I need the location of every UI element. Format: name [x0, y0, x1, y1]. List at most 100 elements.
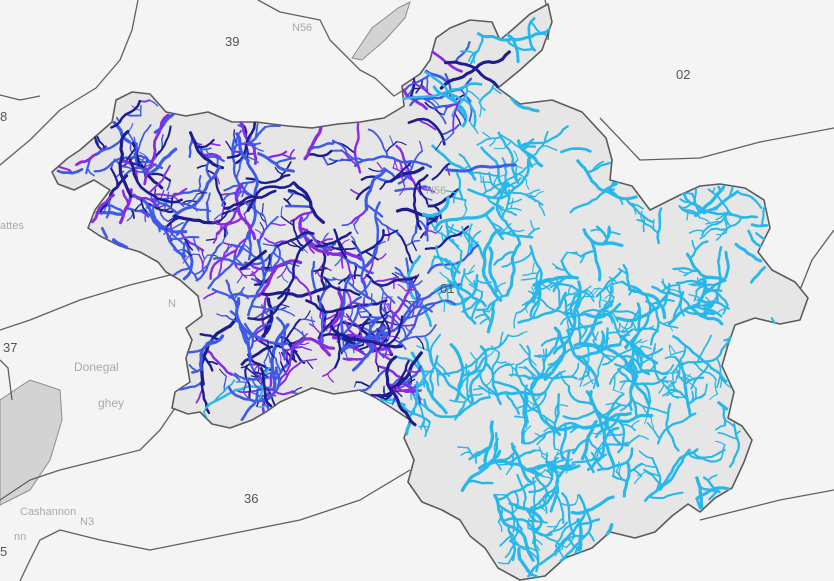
river-segment: [336, 253, 374, 275]
river-segment: [432, 204, 442, 220]
river-segment: [499, 534, 513, 547]
river-segment: [605, 401, 617, 406]
river-segment: [389, 335, 400, 339]
river-segment: [622, 325, 633, 334]
river-segment: [587, 288, 595, 297]
river-segment: [289, 209, 315, 223]
river-segment: [227, 366, 281, 403]
river-segment: [385, 140, 398, 153]
river-segment: [404, 72, 432, 91]
river-segment: [690, 192, 701, 214]
river-segment: [292, 386, 303, 394]
river-segment: [646, 422, 661, 440]
river-segment: [532, 477, 537, 509]
river-segment: [402, 88, 428, 111]
river-segment: [393, 389, 403, 398]
river-segment: [317, 238, 334, 245]
river-segment: [139, 155, 146, 167]
lake-bottom-left: [0, 379, 63, 506]
river-segment: [398, 404, 431, 424]
river-segment: [331, 139, 360, 164]
river-segment: [688, 293, 700, 298]
river-segment: [651, 285, 692, 309]
river-segment: [747, 229, 762, 248]
river-segment: [134, 202, 143, 211]
river-segment: [199, 353, 214, 372]
river-segment: [470, 352, 478, 362]
river-segment: [620, 423, 636, 432]
river-segment: [682, 373, 691, 382]
river-segment: [661, 278, 667, 290]
river-segment: [301, 330, 305, 342]
river-segment: [694, 185, 726, 218]
river-segment: [700, 212, 729, 237]
river-segment: [622, 460, 631, 498]
river-segment: [392, 167, 403, 173]
river-segment: [429, 220, 448, 240]
river-segment: [507, 332, 524, 338]
river-segment: [704, 383, 708, 396]
catchment-area[interactable]: [51, 3, 809, 581]
river-segment: [541, 354, 565, 379]
river-segment: [473, 308, 490, 313]
river-segment: [553, 517, 564, 531]
river-segment: [526, 345, 541, 379]
river-segment: [225, 314, 241, 324]
river-segment: [182, 237, 194, 251]
river-segment: [590, 239, 602, 282]
river-segment: [201, 249, 205, 260]
river-segment: [266, 339, 269, 351]
river-segment: [290, 340, 305, 352]
river-segment: [693, 290, 698, 302]
river-segment: [606, 313, 614, 324]
river-segment: [652, 219, 655, 231]
river-segment: [640, 210, 643, 222]
river-segment: [468, 449, 489, 461]
river-segment: [446, 288, 449, 300]
river-segment: [439, 271, 449, 280]
river-segment: [244, 364, 252, 401]
river-segment: [445, 190, 457, 194]
river-segment: [702, 190, 739, 215]
river-segment: [276, 231, 315, 248]
river-segment: [250, 304, 287, 311]
river-segment: [562, 295, 575, 332]
river-segment: [513, 490, 520, 507]
river-segment: [160, 134, 164, 151]
river-segment: [212, 232, 218, 244]
river-segment: [283, 197, 293, 207]
river-segment: [586, 434, 604, 457]
river-segment: [682, 373, 692, 416]
river-segment: [182, 254, 190, 264]
river-segment: [497, 132, 521, 149]
river-segment: [411, 240, 417, 252]
river-segment: [217, 252, 226, 278]
river-segment: [214, 174, 221, 185]
river-segment: [692, 448, 726, 459]
river-segment: [578, 518, 601, 526]
river-segment: [400, 171, 406, 188]
river-segment: [466, 479, 494, 485]
river-segment: [449, 343, 465, 402]
river-segment: [492, 362, 510, 377]
river-segment: [375, 240, 386, 247]
river-segment: [419, 140, 423, 152]
river-segment: [361, 258, 374, 282]
river-segment: [447, 279, 487, 308]
river-segment: [587, 531, 595, 542]
river-segment: [556, 276, 561, 308]
river-segment: [302, 212, 310, 222]
river-segment: [617, 368, 667, 386]
road-label-n: N: [168, 298, 176, 310]
river-segment: [365, 273, 418, 287]
river-segment: [351, 332, 381, 372]
river-segment: [451, 84, 469, 117]
river-segment: [419, 186, 435, 193]
river-segment: [179, 230, 205, 252]
river-segment: [541, 414, 556, 425]
river-segment: [465, 370, 473, 406]
river-segment: [573, 341, 639, 379]
zone-label-36: 36: [244, 491, 259, 506]
river-segment: [225, 279, 239, 310]
